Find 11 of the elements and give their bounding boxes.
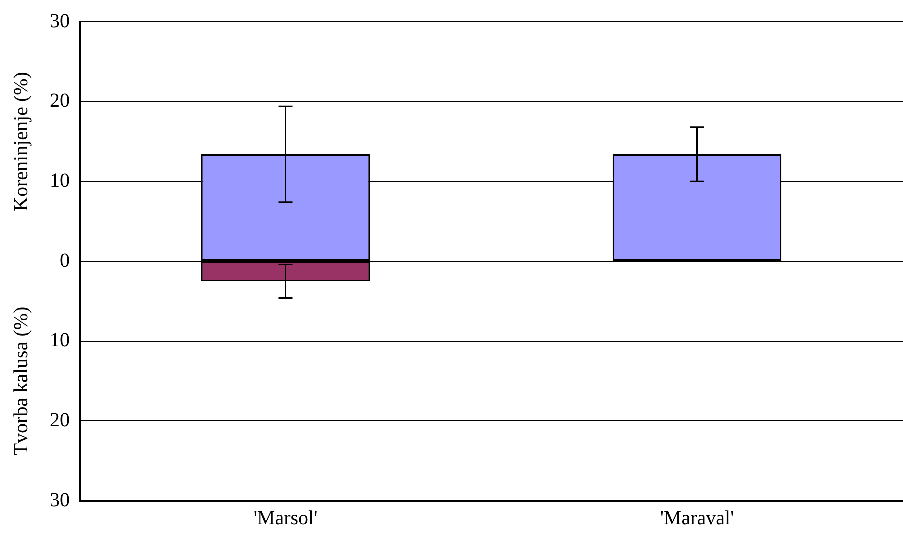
y-tick-label: 0	[60, 250, 70, 272]
y-tick-label: 20	[50, 409, 70, 432]
y-tick-label: 30	[50, 489, 70, 512]
text: Tvorba kalusa (%)	[10, 306, 32, 456]
y-tick-label: 10	[50, 330, 70, 352]
y-tick-label: 20	[50, 90, 70, 112]
y-axis-title: Koreninjenje (%)	[10, 72, 32, 212]
y-tick-label: 10	[50, 170, 70, 192]
x-tick-label: 'Marsol'	[254, 507, 318, 530]
x-tick-label: 'Maraval'	[660, 507, 734, 530]
y-tick-label: 30	[50, 10, 70, 32]
